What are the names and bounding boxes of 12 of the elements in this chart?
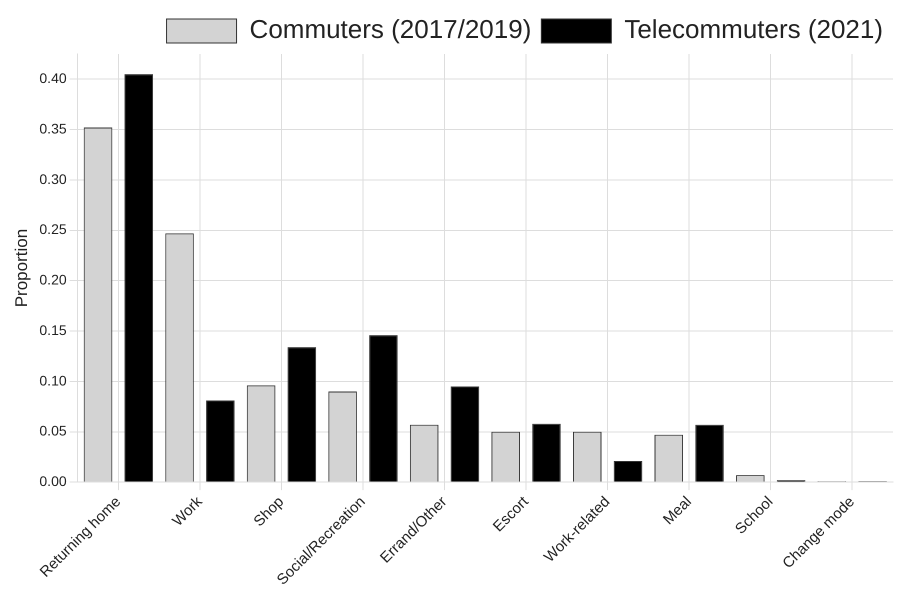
y-tick-label: 0.00 <box>39 473 67 490</box>
y-tick-label: 0.10 <box>39 372 67 388</box>
y-tick-label: 0.30 <box>39 170 67 187</box>
legend-label: Telecommuters (2021) <box>624 14 883 44</box>
y-tick-label: 0.05 <box>39 422 67 439</box>
legend-label: Commuters (2017/2019) <box>250 14 532 44</box>
y-tick-label: 0.40 <box>39 70 67 86</box>
y-tick-label: 0.20 <box>39 272 67 288</box>
y-tick-label: 0.35 <box>39 120 67 136</box>
y-tick-label: 0.15 <box>39 322 67 338</box>
y-axis-title: Proportion <box>12 228 31 308</box>
y-tick-label: 0.25 <box>39 221 67 238</box>
